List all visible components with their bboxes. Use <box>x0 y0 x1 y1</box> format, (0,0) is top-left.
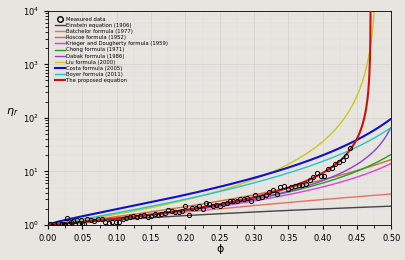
X-axis label: ϕ: ϕ <box>215 244 223 255</box>
Legend: Measured data, Einstein equation (1906), Batchelor formula (1977), Roscoe formul: Measured data, Einstein equation (1906),… <box>54 16 169 84</box>
Y-axis label: $\eta_r$: $\eta_r$ <box>6 106 18 118</box>
